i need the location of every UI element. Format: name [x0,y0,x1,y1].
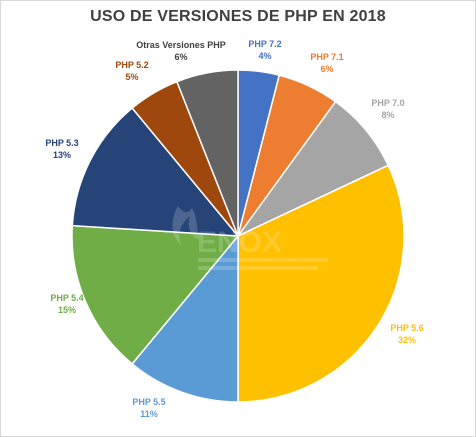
slice-value-label: 32% [398,335,416,345]
slice-category-label: PHP 5.4 [50,293,83,303]
pie-slice-php-5-5 [131,233,239,403]
slice-value-label: 5% [125,72,138,82]
watermark-logo: ENOX [172,206,328,270]
slice-value-label: 6% [320,64,333,74]
chart-title: USO DE VERSIONES DE PHP EN 2018 [90,8,386,25]
pie-slices [71,69,405,403]
slice-value-label: 8% [381,110,394,120]
slice-category-label: PHP 5.3 [45,138,78,148]
pie-slice-php-5-6 [237,164,405,403]
slice-value-label: 15% [58,305,76,315]
pie-labels: PHP 7.2 4% PHP 7.1 6% PHP 7.0 8% PHP 5.6 32% PHP… [45,39,423,419]
slice-category-label: PHP 5.2 [115,60,148,70]
slice-value-label: 13% [53,150,71,160]
slice-category-label: PHP 5.6 [390,323,423,333]
slice-category-label: Otras Versiones PHP [136,40,226,50]
slice-category-label: PHP 7.0 [371,98,404,108]
pie-slice-php-5-3 [71,107,240,237]
slice-value-label: 6% [174,52,187,62]
watermark-text: ENOX [197,226,282,259]
slice-value-label: 4% [258,51,271,61]
pie-slice-otras-versiones-php [175,69,239,237]
slice-value-label: 11% [140,409,158,419]
slice-category-label: PHP 7.2 [248,39,281,49]
pie-slice-php-5-4 [71,224,240,365]
slice-category-label: PHP 5.5 [132,397,165,407]
slice-category-label: PHP 7.1 [310,52,343,62]
